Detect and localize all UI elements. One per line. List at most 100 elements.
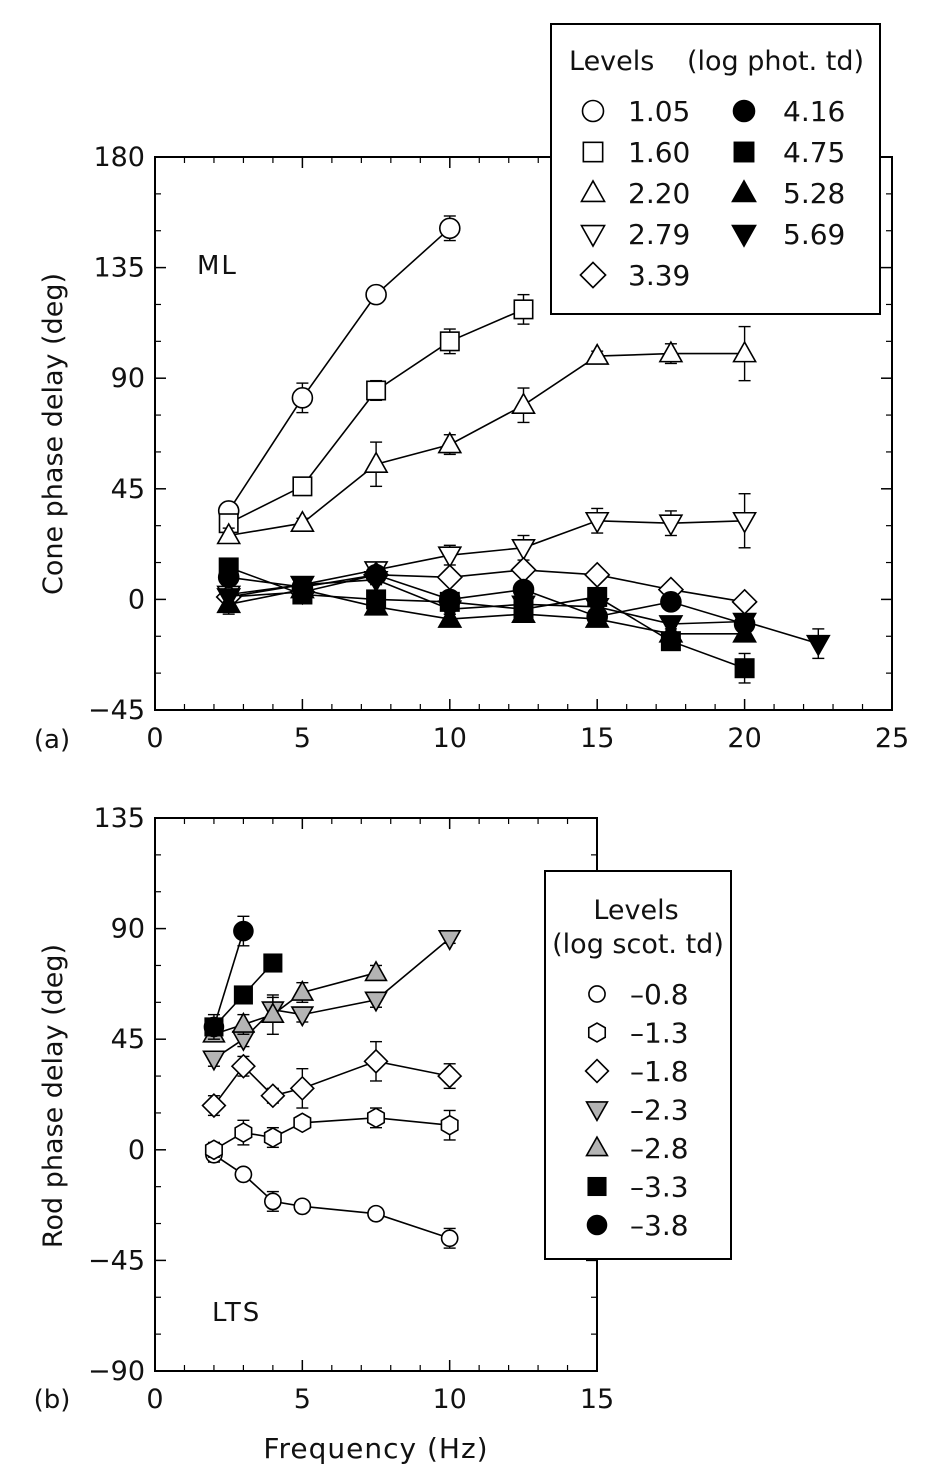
tick-marks-b xyxy=(154,817,598,1372)
legend-a-label-1p05: 1.05 xyxy=(628,95,690,128)
tick-labels-b: 0 5 10 15 −90 −45 0 45 90 135 xyxy=(88,803,614,1415)
legend-a-marker-1p60 xyxy=(582,141,604,163)
x-tick-label-a: 10 xyxy=(433,723,467,754)
series-b-m1p8-point xyxy=(437,1063,463,1089)
series-a-5p69-point xyxy=(290,575,315,598)
series-b-m0p8-point xyxy=(234,1165,253,1184)
series-a-4p16-point xyxy=(660,591,682,613)
legend-a-label-5p69: 5.69 xyxy=(783,218,845,251)
series-a-2p20-point xyxy=(437,431,463,454)
annotation-ml: ML xyxy=(197,251,238,281)
series-b-m1p3 xyxy=(204,1107,459,1161)
series-b-m0p8 xyxy=(205,1145,459,1249)
legend-b-marker-m2p3 xyxy=(585,1101,609,1123)
legend-b-marker-m1p3 xyxy=(587,1022,607,1043)
legend-a-marker-4p75 xyxy=(733,141,755,163)
series-a-5p69-point xyxy=(732,612,757,635)
series-a-5p69-point xyxy=(511,595,536,618)
series-a-2p20-line xyxy=(228,352,745,537)
series-b-m1p8-point xyxy=(260,1083,286,1109)
series-a-5p69-point xyxy=(363,570,389,593)
legend-a-marker-2p79 xyxy=(580,224,606,248)
series-b-m3p3-point xyxy=(233,985,253,1005)
series-a-2p20-point xyxy=(658,340,684,363)
series-b-m3p8-point xyxy=(203,1016,225,1038)
legend-a-marker-4p16 xyxy=(732,99,756,123)
series-a-2p20 xyxy=(216,325,757,545)
series-b-m3p8-line xyxy=(213,930,245,1028)
legend-b-label-m1p8: –1.8 xyxy=(630,1055,689,1088)
series-a-1p05-point xyxy=(365,283,387,306)
legend-a-label-4p75: 4.75 xyxy=(783,136,845,169)
legend-a-marker-5p28 xyxy=(731,179,757,203)
legend-b-label-m3p3: –3.3 xyxy=(630,1171,689,1204)
legend-a-marker-2p20 xyxy=(580,179,606,203)
x-tick-label-a: 0 xyxy=(146,723,163,754)
legend-b-marker-m3p8 xyxy=(586,1214,608,1236)
series-a-4p75-line xyxy=(228,566,745,669)
series-a-2p79-point xyxy=(658,514,684,537)
legend-items-a: 1.05 1.60 2.20 2.79 3.39 4.16 4.75 5.28 5.69 xyxy=(579,95,845,292)
series-a-1p60-line xyxy=(228,308,524,524)
legend-box-a xyxy=(550,23,881,315)
legend-a-marker-1p05 xyxy=(581,99,605,123)
legend-b-label-m0p8: –0.8 xyxy=(630,978,689,1011)
series-b-m0p8-point xyxy=(293,1197,312,1216)
series-b-m3p8 xyxy=(203,915,254,1040)
x-tick-label-a: 15 xyxy=(580,723,614,754)
x-tick-label-b: 10 xyxy=(432,1384,466,1415)
series-a-3p39-point xyxy=(510,556,537,584)
series-b-m2p8-point xyxy=(261,1002,285,1024)
series-b-m2p8-point xyxy=(364,960,388,982)
series-a-1p60-point xyxy=(513,299,534,320)
y-axis-label-b: Rod phase delay (deg) xyxy=(38,944,69,1248)
series-a-4p75-point xyxy=(218,557,239,578)
series-a-1p60-point xyxy=(439,331,460,352)
panel-label-b: (b) xyxy=(34,1385,71,1415)
series-b-m1p3-point xyxy=(204,1139,223,1161)
series-a-3p39-point xyxy=(731,588,758,615)
series-a-1p60-point xyxy=(366,380,387,401)
series-a-4p75-point xyxy=(734,658,755,679)
legend-items-b: –0.8 –1.3 –1.8 –2.3 –2.8 –3.3 –3.8 xyxy=(584,978,689,1242)
x-tick-label-b: 0 xyxy=(146,1384,163,1415)
data-marks-a xyxy=(215,215,831,684)
x-tick-label-b: 15 xyxy=(580,1384,614,1415)
legend-b-label-m1p3: –1.3 xyxy=(630,1017,689,1050)
legend-box-b xyxy=(544,870,732,1260)
series-a-3p39-line xyxy=(228,569,745,603)
series-b-m2p3-point xyxy=(437,930,462,951)
legend-b-label-m2p8: –2.8 xyxy=(630,1132,689,1165)
y-tick-label-a: 45 xyxy=(111,474,145,505)
legend-title-units-b: (log scot. td) xyxy=(552,929,724,960)
legend-a-marker-3p39 xyxy=(579,261,607,289)
series-b-m1p3-point xyxy=(440,1114,459,1136)
series-b-m0p8-line xyxy=(213,1154,450,1240)
series-b-m2p3-point xyxy=(364,991,388,1013)
series-b-m1p8-point xyxy=(201,1093,227,1119)
series-a-2p79-point xyxy=(732,511,757,534)
series-a-5p69 xyxy=(216,570,831,660)
series-b-m1p8-point xyxy=(363,1048,389,1074)
x-axis-label: Frequency (Hz) xyxy=(263,1432,488,1465)
x-tick-label-a: 5 xyxy=(294,723,311,754)
series-b-m0p8-point xyxy=(440,1229,459,1248)
series-a-2p79-point xyxy=(511,538,536,561)
series-a-5p28-point xyxy=(363,593,389,616)
y-tick-label-a: 180 xyxy=(93,142,145,173)
series-b-m0p8-point xyxy=(367,1204,385,1223)
series-a-1p05-point xyxy=(291,387,314,409)
x-tick-label-a: 20 xyxy=(727,723,761,754)
y-tick-label-a: −45 xyxy=(88,695,145,726)
y-tick-label-a: 90 xyxy=(111,363,145,394)
legend-a-marker-5p69 xyxy=(731,224,757,248)
legend-a-label-1p60: 1.60 xyxy=(628,136,690,169)
series-b-m2p3-point xyxy=(290,1006,315,1028)
series-b-m1p8 xyxy=(201,1040,463,1119)
legend-b-marker-m2p8 xyxy=(585,1135,609,1157)
x-tick-label-b: 5 xyxy=(294,1384,311,1415)
series-a-1p05 xyxy=(217,215,461,522)
